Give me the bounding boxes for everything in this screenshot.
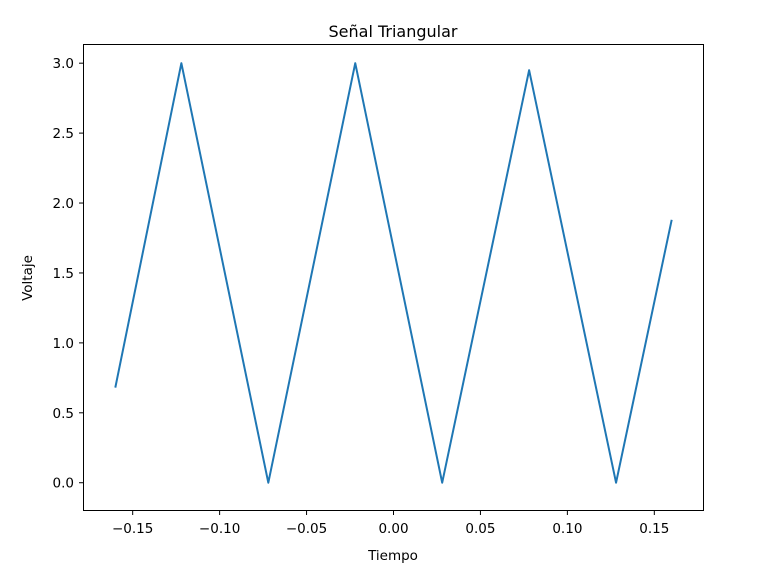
x-tick-label: 0.10 [552, 521, 582, 537]
series-layer [114, 62, 673, 484]
y-tick-label: 1.0 [53, 336, 74, 352]
x-tick-label: 0.00 [378, 521, 408, 537]
y-axis-label: Voltaje [20, 255, 36, 301]
x-tick-label: −0.10 [199, 521, 240, 537]
series-line [114, 62, 673, 484]
plot-area [83, 44, 704, 511]
x-tick-label: 0.05 [465, 521, 495, 537]
x-tick-label: −0.15 [112, 521, 153, 537]
x-axis: −0.15 −0.10 −0.05 0.00 0.05 0.10 0.15 [112, 510, 669, 537]
x-tick-label: 0.15 [639, 521, 669, 537]
y-tick-label: 0.5 [53, 406, 74, 422]
y-tick-label: 2.0 [53, 196, 74, 212]
y-axis: 0.0 0.5 1.0 1.5 2.0 2.5 3.0 [53, 56, 84, 492]
x-axis-label: Tiempo [367, 548, 418, 564]
y-tick-label: 1.5 [53, 266, 74, 282]
y-tick-label: 0.0 [53, 476, 74, 492]
x-tick-label: −0.05 [286, 521, 327, 537]
y-tick-label: 3.0 [53, 56, 74, 72]
y-tick-label: 2.5 [53, 126, 74, 142]
chart-title: Señal Triangular [329, 22, 458, 41]
